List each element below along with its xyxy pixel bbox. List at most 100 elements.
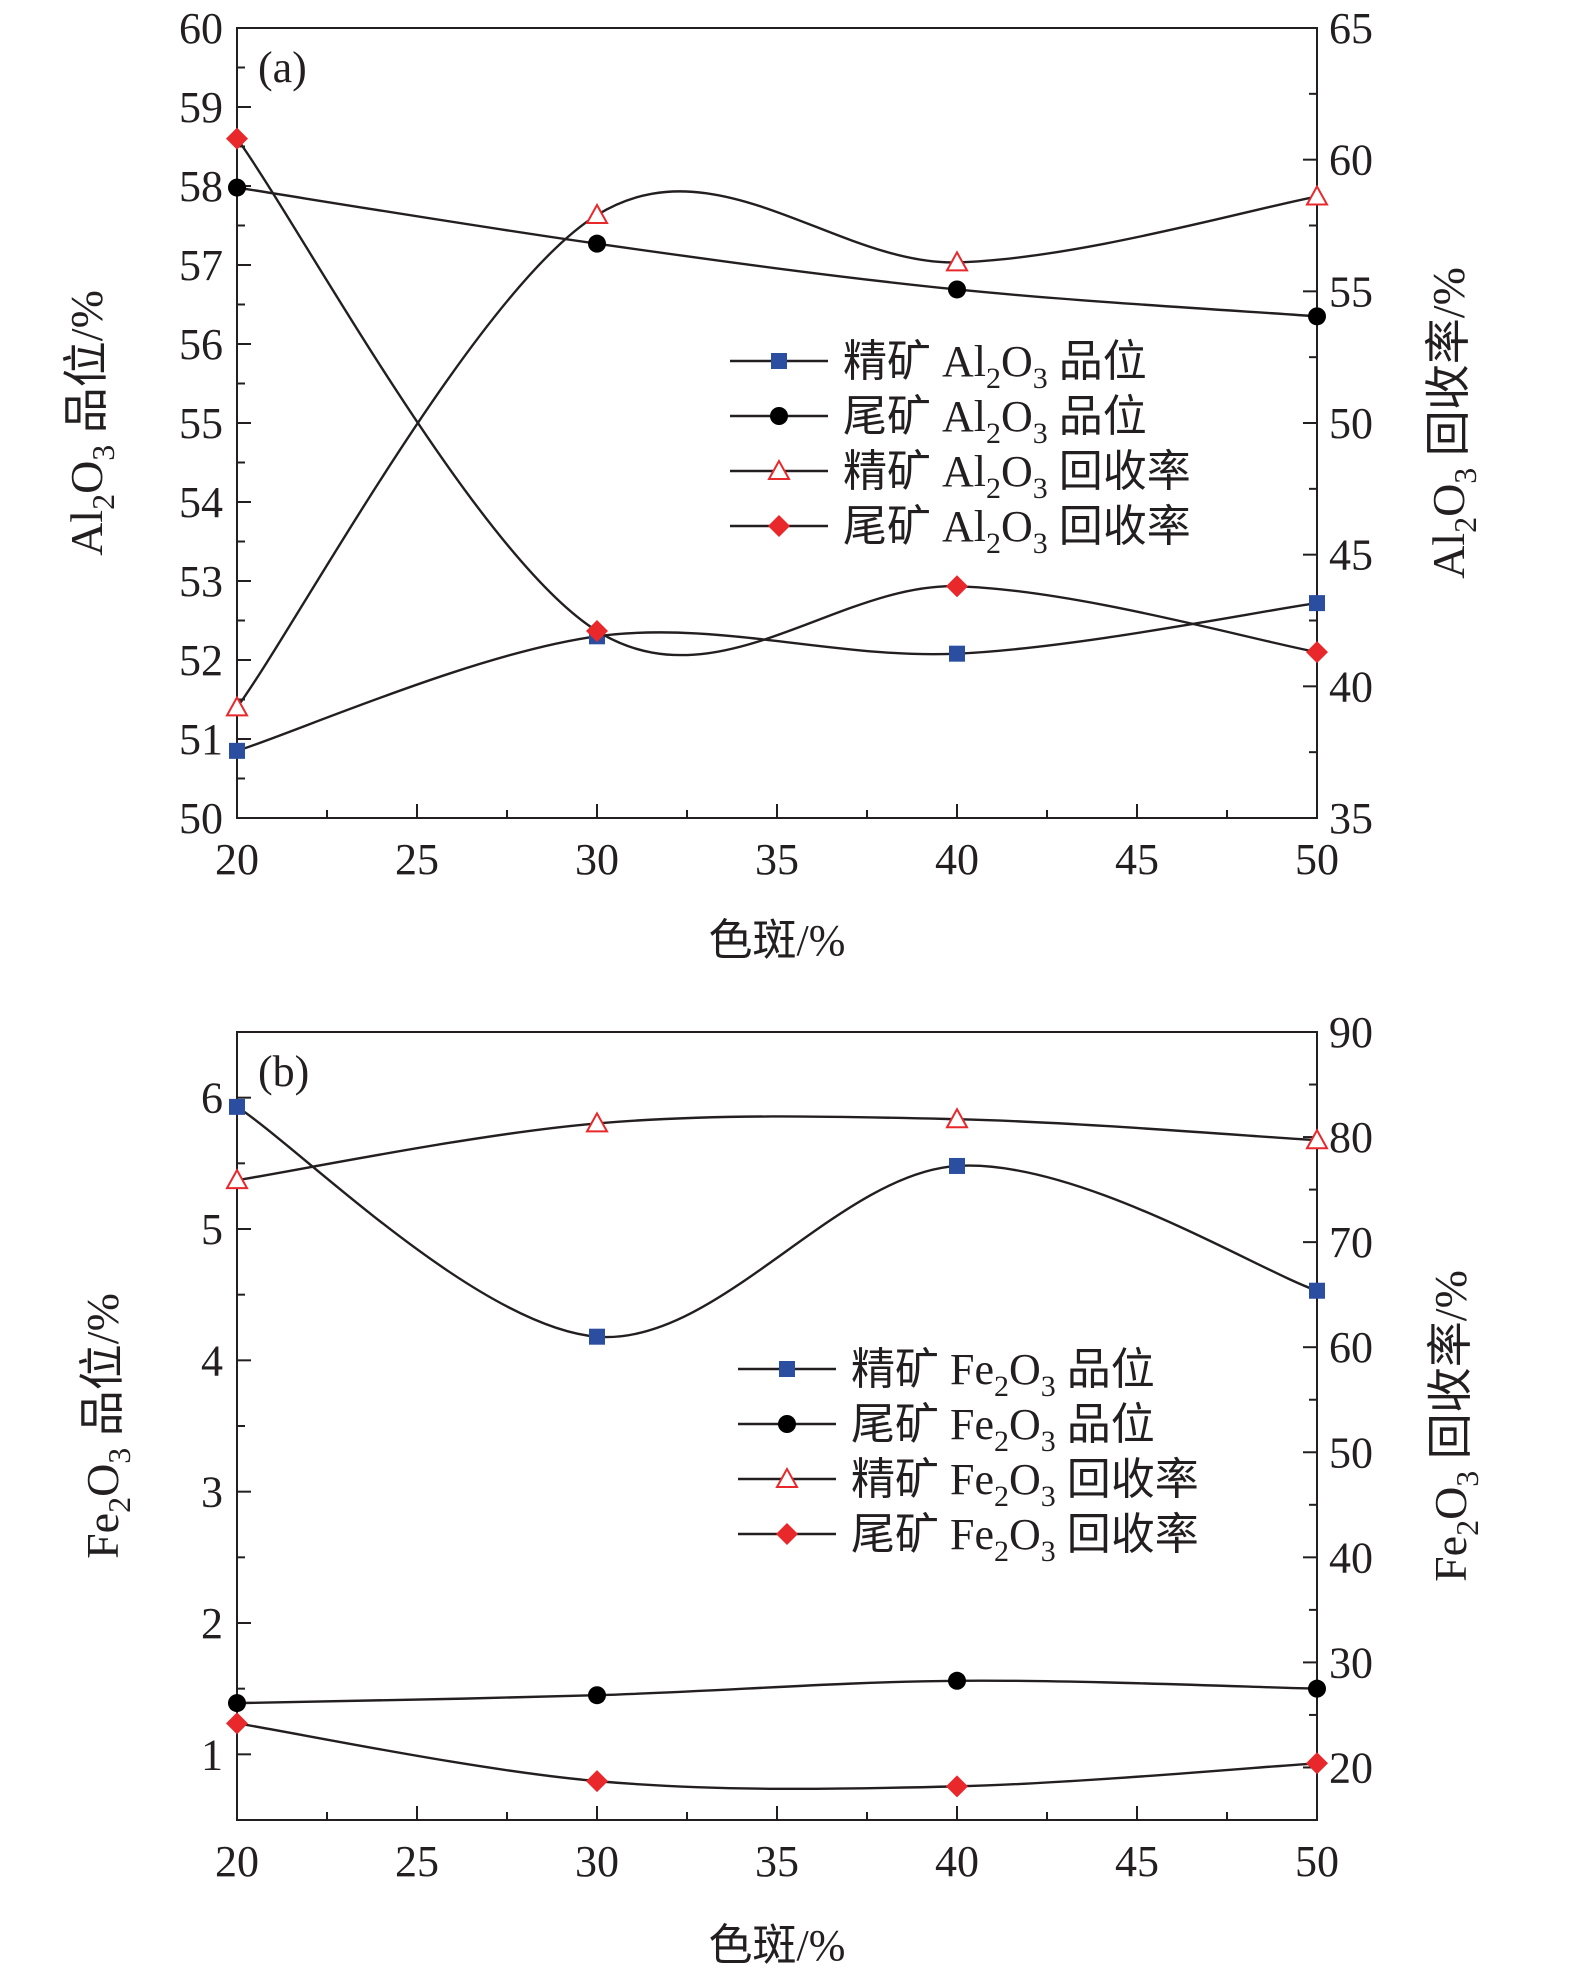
y-left-tick-label: 50 <box>179 794 223 843</box>
data-point <box>948 1671 966 1690</box>
series-2 <box>225 1107 1329 1190</box>
y-left-tick-label: 52 <box>179 636 223 685</box>
y-left-tick-label: 55 <box>179 399 223 448</box>
y-right-tick-label: 60 <box>1329 1323 1373 1372</box>
data-point <box>948 280 966 299</box>
x-tick-label: 35 <box>755 1837 799 1886</box>
series-line <box>236 1679 1318 1705</box>
data-point <box>946 575 968 598</box>
x-tick-label: 50 <box>1295 835 1339 884</box>
x-tick-label: 25 <box>395 1837 439 1886</box>
y-left-tick-label: 54 <box>179 478 223 527</box>
y-right-tick-label: 50 <box>1329 1428 1373 1477</box>
series-1 <box>228 1671 1326 1713</box>
legend-label: 精矿 Fe2O3 回收率 <box>851 1455 1199 1513</box>
series-line <box>236 186 1318 318</box>
y-left-tick-label: 2 <box>201 1599 223 1648</box>
legend-marker <box>779 1361 795 1377</box>
y-right-tick-label: 30 <box>1329 1638 1373 1687</box>
data-point <box>1306 641 1328 664</box>
data-point <box>225 695 249 717</box>
legend-label: 精矿 Al2O3 品位 <box>843 337 1147 395</box>
series-line <box>236 1115 1318 1182</box>
legend-marker <box>776 1523 798 1545</box>
x-tick-label: 50 <box>1295 1837 1339 1886</box>
legend-marker <box>768 515 790 537</box>
x-tick-label: 20 <box>215 835 259 884</box>
data-point <box>1306 1752 1328 1775</box>
legend-marker <box>775 1466 799 1488</box>
data-point <box>949 645 965 662</box>
data-point <box>588 1686 606 1705</box>
data-point <box>228 1694 246 1713</box>
x-axis-label: 色斑/% <box>709 916 846 965</box>
chart-panel-a: 20 25 30 35 40 45 50 50 51 52 53 54 55 56 57 58 59 60 35 40… <box>61 4 1483 965</box>
series-1 <box>228 178 1326 326</box>
y-right-tick-label: 80 <box>1329 1113 1373 1162</box>
legend-entry: 精矿 Fe2O3 品位 <box>738 1345 1155 1403</box>
legend-marker <box>767 458 791 480</box>
y-left-tick-label: 53 <box>179 557 223 606</box>
data-point <box>225 1168 249 1190</box>
y-right-tick-label: 90 <box>1329 1008 1373 1057</box>
y-left-tick-label: 56 <box>179 320 223 369</box>
data-point <box>226 1712 248 1735</box>
panel-label: (a) <box>258 43 307 92</box>
legend-entry: 尾矿 Al2O3 品位 <box>730 392 1147 450</box>
y-left-tick-label: 1 <box>201 1730 223 1779</box>
data-point <box>229 742 245 759</box>
y-right-tick-label: 55 <box>1329 267 1373 316</box>
data-point <box>946 1775 968 1798</box>
series-line <box>236 190 1318 709</box>
data-point <box>1308 307 1326 326</box>
data-point <box>1309 1282 1325 1299</box>
data-point <box>588 234 606 253</box>
data-point <box>586 1770 608 1793</box>
legend-entry: 精矿 Al2O3 品位 <box>730 337 1147 395</box>
legend-label: 精矿 Al2O3 回收率 <box>843 447 1191 505</box>
legend-label: 尾矿 Fe2O3 品位 <box>851 1400 1155 1458</box>
legend-marker <box>771 353 787 369</box>
data-point <box>945 1107 969 1129</box>
data-point <box>226 127 248 150</box>
x-axis-label: 色斑/% <box>709 1921 846 1970</box>
x-tick-label: 30 <box>575 1837 619 1886</box>
y-left-tick-label: 5 <box>201 1205 223 1254</box>
y-left-tick-label: 3 <box>201 1468 223 1517</box>
y-right-axis-label: Al2O3 回收率/% <box>1423 267 1483 579</box>
legend-entry: 精矿 Fe2O3 回收率 <box>738 1455 1199 1513</box>
y-right-tick-label: 40 <box>1329 1533 1373 1582</box>
data-point <box>945 250 969 272</box>
y-right-tick-label: 45 <box>1329 531 1373 580</box>
data-point <box>589 1328 605 1345</box>
y-left-tick-label: 4 <box>201 1336 223 1385</box>
y-right-tick-label: 50 <box>1329 399 1373 448</box>
legend-label: 尾矿 Al2O3 回收率 <box>843 502 1191 560</box>
y-right-tick-label: 20 <box>1329 1743 1373 1792</box>
y-left-tick-label: 58 <box>179 162 223 211</box>
x-tick-label: 20 <box>215 1837 259 1886</box>
legend-entry: 尾矿 Fe2O3 回收率 <box>738 1510 1199 1568</box>
chart-panel-b: 20 25 30 35 40 45 501234562030405060708090(b)色… <box>77 1008 1485 1970</box>
legend-entry: 精矿 Al2O3 回收率 <box>730 447 1191 505</box>
legend-entry: 尾矿 Al2O3 回收率 <box>730 502 1191 560</box>
data-point <box>1305 1128 1329 1150</box>
y-left-axis-label: Al2O3 品位/% <box>61 290 121 556</box>
x-tick-label: 45 <box>1115 1837 1159 1886</box>
y-left-tick-label: 59 <box>179 83 223 132</box>
y-left-tick-label: 6 <box>201 1074 223 1123</box>
series-line <box>236 601 1318 752</box>
y-right-tick-label: 60 <box>1329 136 1373 185</box>
data-point <box>585 1111 609 1133</box>
data-point <box>1308 1679 1326 1698</box>
x-tick-label: 40 <box>935 835 979 884</box>
series-line <box>236 1722 1318 1791</box>
data-point <box>229 1098 245 1115</box>
data-point <box>949 1157 965 1174</box>
x-tick-label: 45 <box>1115 835 1159 884</box>
y-left-axis-label: Fe2O3 品位/% <box>77 1293 137 1559</box>
series-line <box>236 137 1318 657</box>
